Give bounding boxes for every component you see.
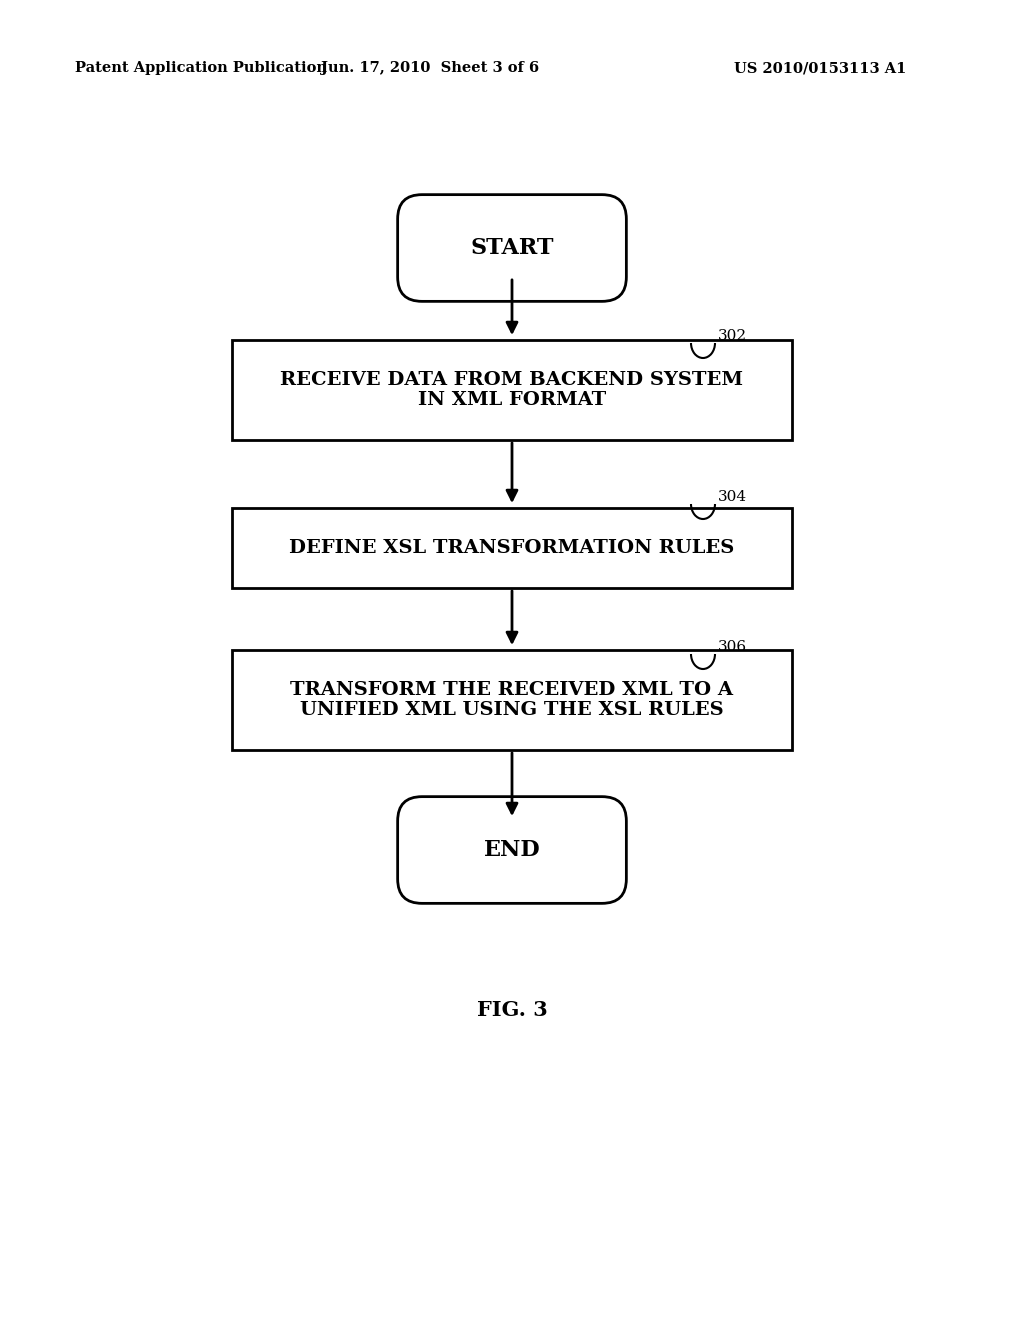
Bar	[232, 341, 792, 440]
Text: 302: 302	[718, 329, 748, 343]
Bar	[232, 508, 792, 587]
FancyBboxPatch shape	[397, 797, 627, 903]
Text: 304: 304	[718, 490, 748, 504]
Text: FIG. 3: FIG. 3	[476, 1001, 548, 1020]
Text: US 2010/0153113 A1: US 2010/0153113 A1	[734, 61, 906, 75]
Text: END: END	[483, 840, 541, 861]
Text: RECEIVE DATA FROM BACKEND SYSTEM
IN XML FORMAT: RECEIVE DATA FROM BACKEND SYSTEM IN XML …	[281, 371, 743, 409]
FancyBboxPatch shape	[397, 194, 627, 301]
Text: Patent Application Publication: Patent Application Publication	[75, 61, 327, 75]
Text: START: START	[470, 238, 554, 259]
Bar	[232, 649, 792, 750]
Text: DEFINE XSL TRANSFORMATION RULES: DEFINE XSL TRANSFORMATION RULES	[290, 539, 734, 557]
Text: Jun. 17, 2010  Sheet 3 of 6: Jun. 17, 2010 Sheet 3 of 6	[321, 61, 539, 75]
Text: TRANSFORM THE RECEIVED XML TO A
UNIFIED XML USING THE XSL RULES: TRANSFORM THE RECEIVED XML TO A UNIFIED …	[291, 681, 733, 719]
Text: 306: 306	[718, 640, 748, 653]
